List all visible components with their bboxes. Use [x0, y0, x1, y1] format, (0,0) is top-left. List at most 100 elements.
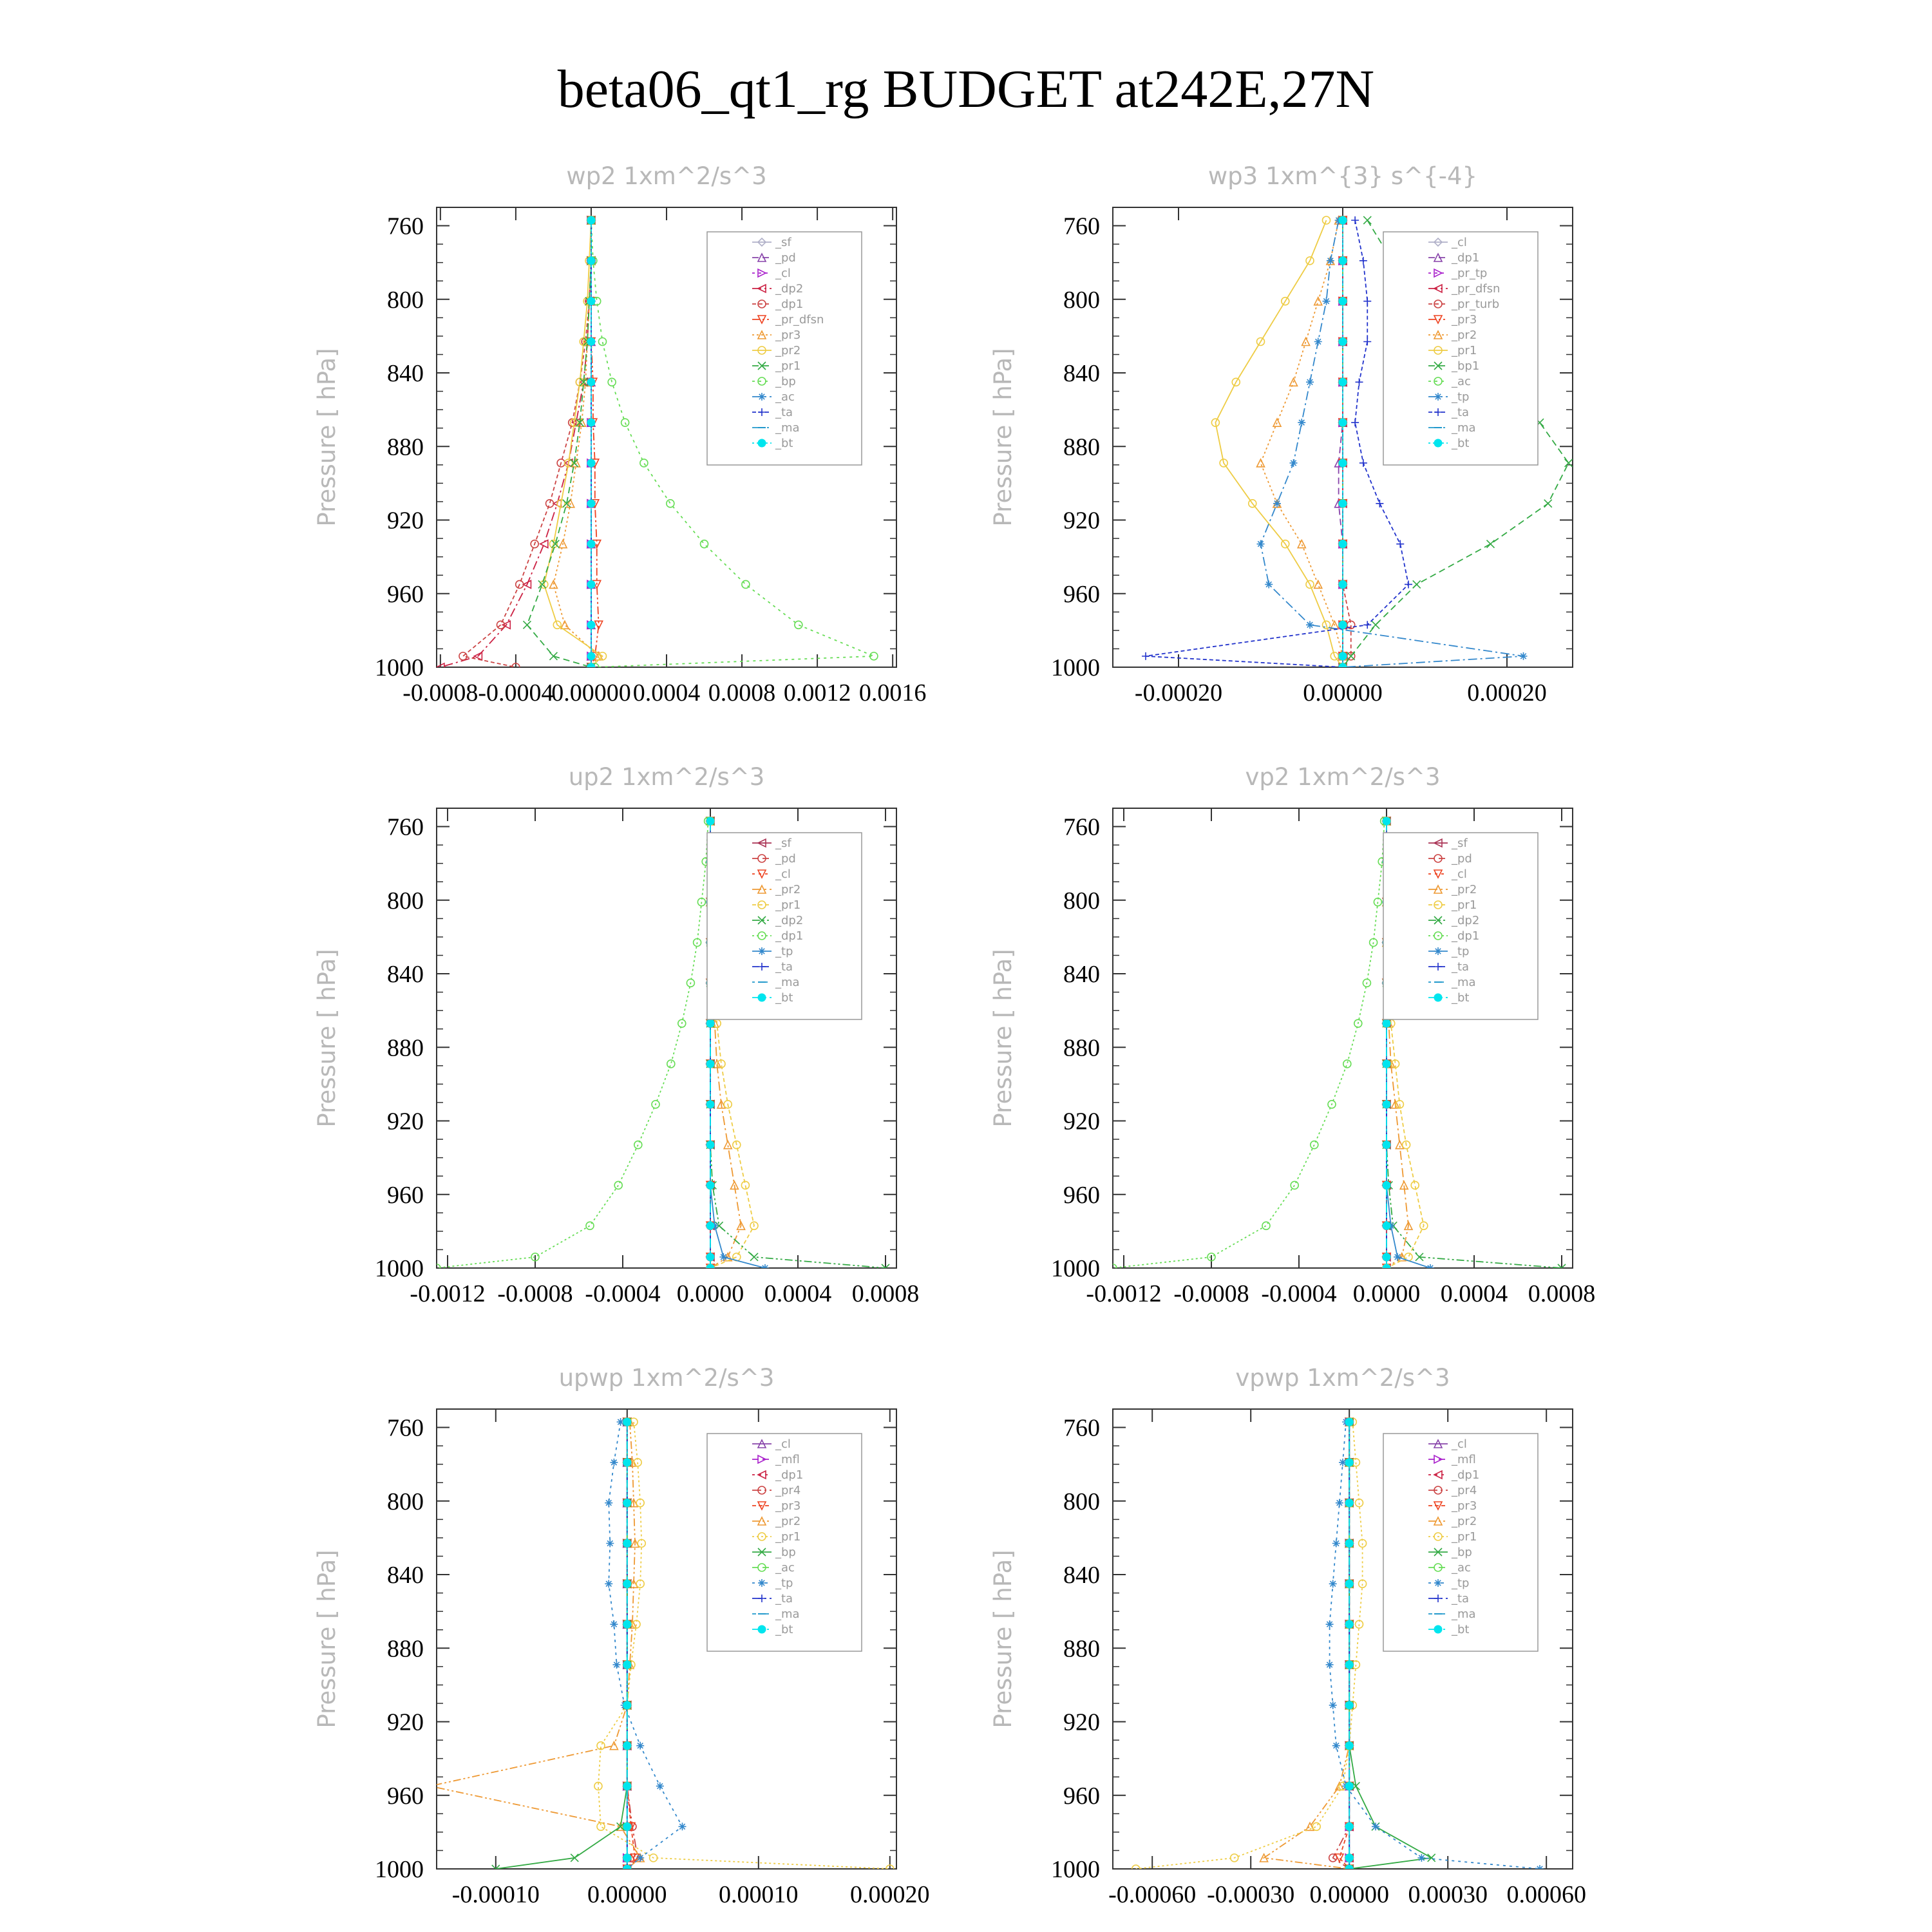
point_pr2 [736, 1220, 746, 1231]
point_bt [623, 1781, 632, 1790]
point_dp1 [633, 1140, 643, 1150]
point_tp [1332, 1741, 1340, 1750]
point_bt [1382, 1059, 1391, 1068]
y-tick-label: 760 [387, 213, 424, 240]
point_tp [1273, 499, 1281, 507]
point_pr2 [1313, 579, 1323, 589]
point_pr1 [1401, 1140, 1411, 1150]
point_pr1 [596, 1822, 605, 1832]
point_dp2 [715, 1221, 724, 1230]
point_pr1 [723, 1100, 732, 1109]
legend-label: _dp1 [775, 1468, 803, 1482]
series-line_dp1 [1338, 220, 1343, 667]
legend-marker [1433, 1501, 1443, 1511]
point_pr2 [1305, 1821, 1315, 1832]
legend-label: _pr2 [1451, 1515, 1477, 1528]
point_bt [623, 1579, 632, 1588]
point_dp1 [667, 1059, 676, 1068]
point_ta [1351, 419, 1359, 427]
series-line_pr2 [710, 820, 742, 1268]
point_tp [605, 1499, 613, 1507]
legend-marker [757, 237, 767, 247]
legend-marker [757, 283, 766, 294]
legend-label: _dp2 [775, 914, 803, 927]
point_bp [570, 1853, 579, 1862]
point_pr1 [1321, 620, 1331, 630]
point_tp [1325, 1620, 1334, 1629]
point_pr1 [594, 1781, 603, 1791]
y-tick-label: 840 [1063, 961, 1100, 988]
point_pr2 [723, 1139, 733, 1150]
point_bt [623, 1458, 632, 1467]
x-tick-label: 0.0000 [677, 1280, 744, 1307]
point_bt [1382, 1141, 1391, 1150]
legend-label: _dp1 [775, 298, 803, 311]
figure-title: beta06_qt1_rg BUDGET at242E,27N [557, 59, 1375, 119]
legend-marker [1434, 1548, 1443, 1557]
point_bp [591, 663, 600, 667]
legend-marker [757, 346, 766, 355]
legend-label: _pr_dfsn [1451, 282, 1500, 296]
point_dp1 [496, 620, 506, 630]
legend-marker [757, 1548, 766, 1557]
legend-label: _tp [1451, 945, 1469, 958]
series-line_pr3 [1338, 1421, 1350, 1869]
series-line_ta [1145, 220, 1409, 667]
point_tp [1256, 540, 1265, 548]
series-group [437, 215, 878, 667]
y-tick-label: 840 [387, 1562, 424, 1589]
series-line_pr2 [1260, 220, 1343, 667]
x-tick-label: 0.0000 [1353, 1280, 1421, 1307]
point_tp [1329, 1701, 1337, 1709]
legend: _cl _dp1 _pr_tp _pr_dfsn _pr_turb _pr3_pr2 _pr… [1383, 231, 1539, 466]
legend-label: _sf [1451, 837, 1468, 850]
y-tick-label: 960 [1063, 1182, 1100, 1209]
panel-1: wp2 1xm^2/s^3 Pressure [ hPa] 760 800 840 880… [313, 162, 926, 706]
point_pr2 [1390, 1099, 1400, 1109]
point_tp [636, 1741, 645, 1750]
point_bt [1338, 297, 1347, 306]
point_pr1 [1211, 418, 1220, 427]
point_pr1 [649, 1853, 658, 1862]
legend-label: _pr_dfsn [775, 313, 824, 327]
point_pr_dfsn [594, 620, 603, 630]
y-tick-label: 760 [1063, 1415, 1100, 1442]
point_pr1 [717, 1059, 726, 1068]
y-tick-label: 880 [387, 1635, 424, 1662]
point_dp2 [501, 620, 511, 630]
point_bp1 [1347, 652, 1356, 661]
series-line_dp2 [440, 220, 592, 667]
legend-label: _ac [775, 390, 795, 404]
y-tick-label: 880 [1063, 1034, 1100, 1061]
point_bt [623, 1822, 632, 1831]
point_pr1 [1219, 459, 1228, 468]
point_bt [1345, 1701, 1354, 1710]
point_pr2 [629, 1578, 639, 1589]
legend-label: _ta [775, 406, 793, 419]
point_tp [761, 1264, 769, 1268]
point_dp1 [677, 1019, 687, 1028]
legend-label: _bp [1451, 1546, 1472, 1559]
legend-marker [1434, 916, 1443, 925]
y-tick-label: 880 [1063, 433, 1100, 460]
point_dp1 [697, 897, 706, 907]
x-tick-label: -0.0004 [478, 679, 553, 706]
x-tick-label: 0.00000 [1303, 679, 1383, 706]
point_ta [1363, 621, 1372, 629]
x-tick-label: -0.00030 [1207, 1881, 1294, 1908]
series-line_pr_turb [1342, 220, 1352, 667]
point_pr2 [712, 1059, 722, 1068]
legend-marker [1434, 268, 1443, 278]
point_pr4 [1328, 1853, 1338, 1862]
x-tick-label: 0.0016 [859, 679, 927, 706]
legend-label: _pr2 [775, 344, 800, 357]
x-tick-label: 0.00010 [719, 1881, 799, 1908]
legend-label: _dp2 [775, 282, 803, 296]
point_pr1 [1305, 256, 1314, 265]
legend-label: _pr2 [775, 883, 800, 896]
legend-box [1383, 231, 1539, 466]
point_tp [710, 1222, 719, 1230]
legend-label: _tp [775, 945, 793, 958]
y-tick-label: 840 [387, 961, 424, 988]
point_bp [741, 580, 750, 589]
